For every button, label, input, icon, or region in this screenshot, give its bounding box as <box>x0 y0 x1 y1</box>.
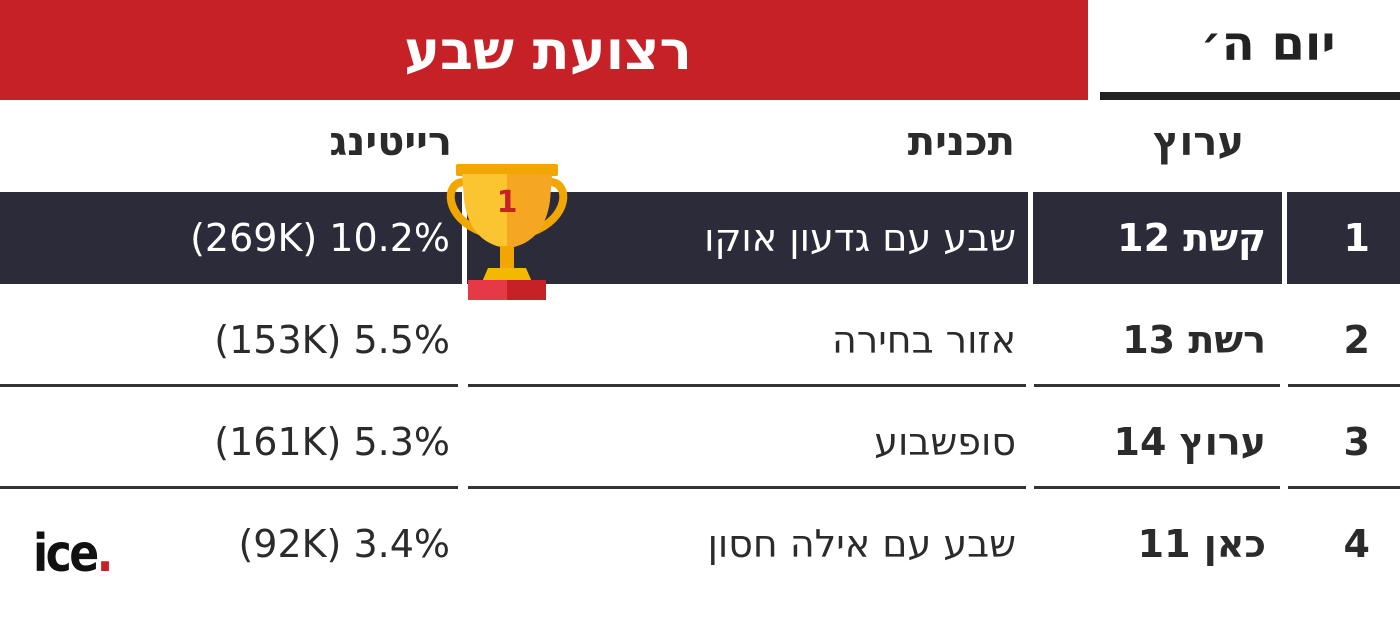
banner: רצועת שבע <box>0 0 1088 100</box>
channel-name: רשת 13 <box>1122 318 1266 362</box>
program-name: שבע עם גדעון אוקו <box>704 216 1016 260</box>
banner-title: רצועת שבע <box>404 18 692 82</box>
rank: 2 <box>1343 318 1370 362</box>
row-divider <box>0 384 458 387</box>
ice-logo-dot: . <box>96 524 114 584</box>
row-separator <box>462 192 467 284</box>
rank: 3 <box>1343 420 1370 464</box>
header-channel: ערוץ <box>1153 119 1244 165</box>
program-name: שבע עם אילה חסון <box>707 522 1016 566</box>
row-divider <box>1034 486 1280 489</box>
program-name: אזור בחירה <box>831 318 1016 362</box>
row-divider <box>468 486 1026 489</box>
day-box: יום ה׳ <box>1100 0 1400 92</box>
ice-logo: ice. <box>33 524 114 584</box>
rating-value: (153K) 5.5% <box>214 318 450 362</box>
day-label: יום ה׳ <box>1200 16 1336 72</box>
header-rating: רייטינג <box>329 119 452 165</box>
trophy-number: 1 <box>497 185 518 220</box>
rank: 4 <box>1343 522 1370 566</box>
ice-logo-text: ice <box>33 524 99 584</box>
row-separator <box>1282 192 1287 284</box>
rank: 1 <box>1343 216 1370 260</box>
row-highlight-bg <box>0 192 1400 284</box>
row-separator <box>1028 192 1033 284</box>
channel-name: כאן 11 <box>1137 522 1266 566</box>
row-divider <box>1034 384 1280 387</box>
row-divider <box>1288 486 1400 489</box>
row-divider <box>468 384 1026 387</box>
rating-value: (92K) 3.4% <box>238 522 450 566</box>
day-underline <box>1100 92 1400 100</box>
rating-value: (161K) 5.3% <box>214 420 450 464</box>
channel-name: ערוץ 14 <box>1113 420 1266 464</box>
trophy-icon: 1 <box>446 164 568 300</box>
program-name: סופשבוע <box>874 420 1016 464</box>
header-program: תכנית <box>907 119 1015 165</box>
row-divider <box>1288 384 1400 387</box>
row-divider <box>0 486 458 489</box>
channel-name: קשת 12 <box>1117 216 1266 260</box>
rating-value: (269K) 10.2% <box>190 216 450 260</box>
